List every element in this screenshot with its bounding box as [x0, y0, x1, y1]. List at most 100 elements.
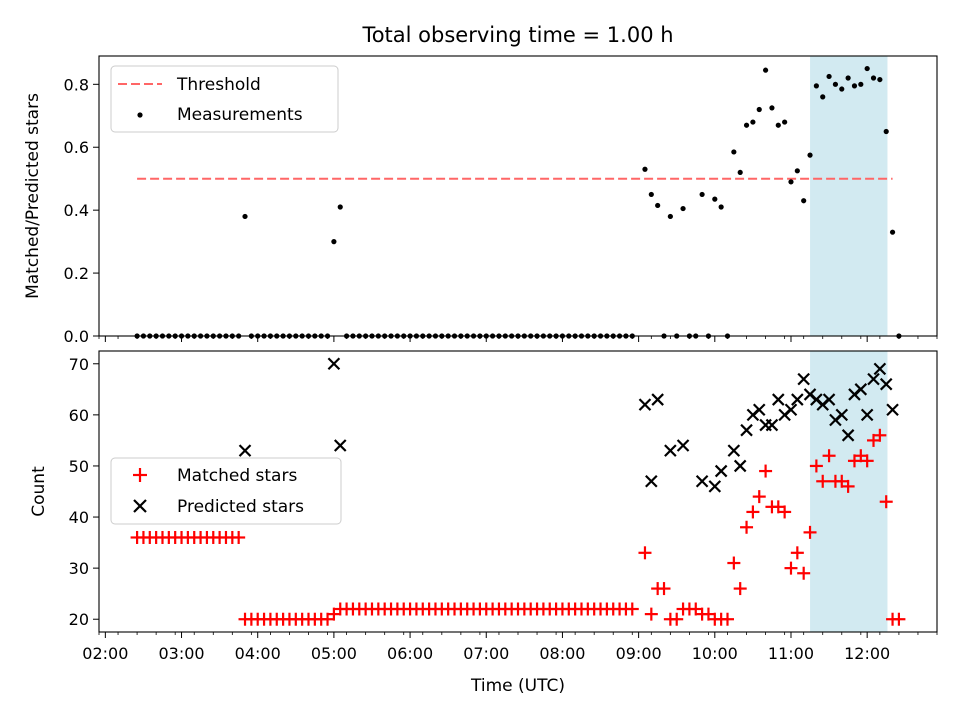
matched-star-point: [657, 582, 671, 596]
matched-star-point: [232, 530, 246, 544]
measurement-point: [813, 83, 819, 89]
measurement-point: [769, 105, 775, 111]
x-tick-label: 02:00: [82, 644, 128, 663]
measurement-point: [832, 81, 839, 87]
matched-star-point: [822, 449, 836, 463]
predicted-star-point: [733, 459, 747, 473]
x-tick-label: 08:00: [539, 644, 585, 663]
y-tick-label: 60: [69, 406, 89, 425]
y-tick-label: 40: [69, 508, 89, 527]
predicted-star-point: [784, 403, 798, 417]
count-axes-frame: [98, 350, 938, 633]
x-tick-label: 07:00: [463, 644, 509, 663]
predicted-star-point: [841, 429, 855, 442]
y-tick-label: 0.4: [64, 201, 89, 220]
matched-star-point: [752, 490, 766, 504]
measurement-point: [712, 196, 718, 202]
measurement-point: [870, 75, 877, 81]
measurement-point: [699, 191, 705, 198]
predicted-star-point: [879, 377, 893, 391]
measurement-point: [807, 152, 813, 158]
predicted-star-point: [676, 439, 690, 452]
predicted-star-point: [873, 362, 887, 376]
measurement-point: [642, 166, 648, 172]
predicted-star-point: [765, 418, 779, 432]
ratio-axes-frame: [98, 55, 938, 337]
matched-star-point: [797, 566, 811, 580]
predicted-star-point: [651, 393, 664, 406]
matched-star-point: [778, 505, 792, 519]
matched-star-point: [841, 479, 855, 493]
predicted-star-point: [797, 372, 810, 386]
predicted-star-point: [238, 444, 252, 457]
predicted-star-point: [854, 383, 868, 396]
measurement-point: [743, 122, 750, 128]
measurement-point: [667, 213, 673, 220]
matched-star-point: [727, 556, 741, 570]
matched-star-point: [784, 561, 798, 575]
count-x-axis: 02:00 03:00 04:00 05:00 06:00 07:00 08:00 09:00…: [82, 632, 938, 663]
predicted-star-point: [752, 403, 766, 417]
measurement-point: [794, 168, 800, 174]
y-tick-label: 70: [69, 355, 89, 374]
x-tick-label: 04:00: [235, 644, 281, 663]
predicted-star-point: [695, 475, 709, 488]
ratio-y-axis: 0.0 0.2 0.4 0.6 0.8: [64, 75, 99, 346]
matched-star-point: [809, 459, 823, 473]
measurement-point: [826, 73, 832, 80]
measurement-point: [883, 128, 889, 135]
predicted-star-point: [886, 403, 899, 417]
matched-star-point: [892, 612, 906, 626]
matched-star-point: [625, 602, 639, 616]
ratio-legend: Threshold Measurements: [110, 65, 339, 133]
matched-star-point: [721, 612, 734, 626]
measurement-point: [648, 191, 654, 198]
legend-measurements-label: Measurements: [177, 105, 303, 125]
matched-stars-points: [130, 428, 906, 626]
count-panel: 20 30 40 50 60 70 02:00 03:00 04:00 05:00 06:00 07…: [29, 350, 938, 696]
predicted-star-point: [333, 439, 347, 452]
measurement-point: [775, 122, 781, 128]
predicted-star-point: [867, 372, 880, 386]
predicted-star-point: [822, 393, 836, 406]
x-tick-label: 05:00: [311, 644, 357, 663]
measurement-point: [331, 239, 337, 245]
legend-measurements-swatch: [137, 112, 143, 118]
matched-star-point: [759, 464, 773, 478]
legend-predicted-label: Predicted stars: [177, 497, 304, 517]
measurement-point: [864, 65, 870, 72]
measurement-point: [750, 119, 756, 125]
measurement-point: [337, 204, 343, 210]
legend-threshold-label: Threshold: [176, 75, 261, 95]
predicted-star-point: [638, 398, 652, 411]
measurement-point: [762, 67, 769, 73]
x-tick-label: 11:00: [768, 644, 814, 663]
matched-star-point: [638, 546, 652, 560]
measurement-point: [851, 83, 858, 89]
matched-star-point: [740, 520, 754, 534]
x-tick-label: 03:00: [158, 644, 204, 663]
x-tick-label: 12:00: [844, 644, 890, 663]
measurement-point: [801, 198, 807, 204]
measurement-point: [788, 179, 794, 185]
matched-star-point: [644, 607, 658, 621]
predicted-stars-points: [238, 357, 899, 493]
predicted-star-point: [740, 423, 753, 437]
predicted-star-point: [835, 408, 849, 422]
highlight-span-top: [810, 56, 888, 336]
y-tick-label: 30: [69, 559, 89, 578]
x-tick-label: 10:00: [692, 644, 738, 663]
predicted-star-point: [772, 393, 785, 406]
measurement-point: [756, 106, 762, 113]
measurement-point: [877, 76, 883, 83]
x-axis-label: Time (UTC): [470, 676, 565, 696]
matched-star-point: [860, 454, 874, 468]
measurement-point: [718, 204, 724, 210]
count-legend: Matched stars Predicted stars: [110, 457, 342, 525]
figure-title: Total observing time = 1.00 h: [361, 23, 673, 47]
legend-matched-label: Matched stars: [177, 466, 297, 486]
y-tick-label: 20: [69, 610, 89, 629]
y-tick-label: 0.6: [64, 138, 89, 157]
measurement-point: [655, 202, 661, 209]
